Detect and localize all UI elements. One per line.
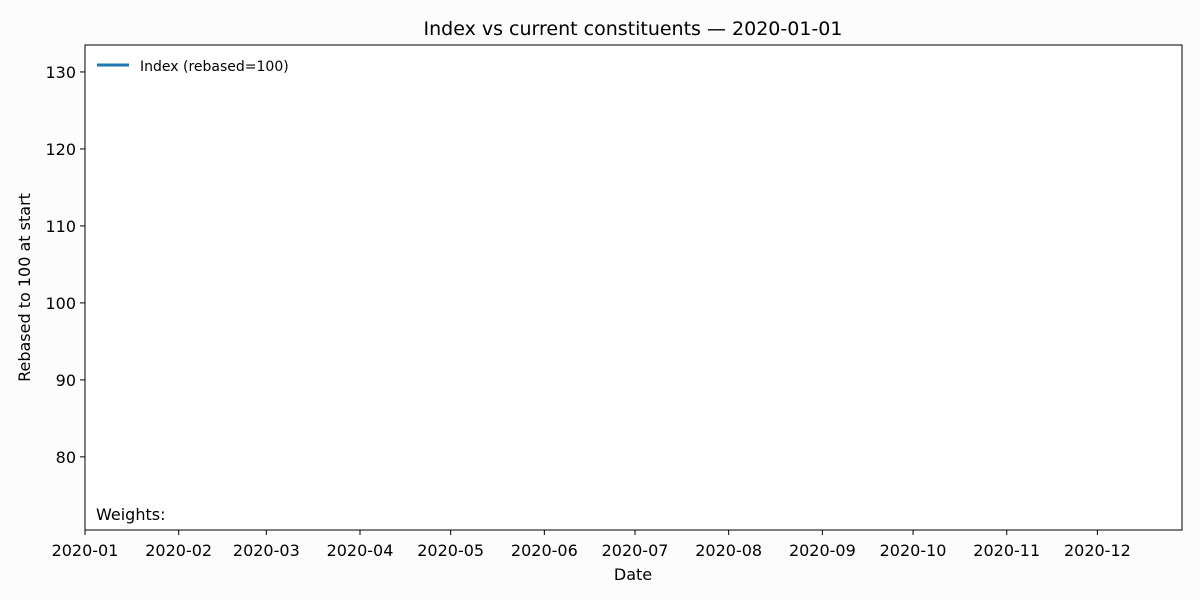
- legend-label-index: Index (rebased=100): [140, 59, 289, 75]
- x-tick-label: 2020-03: [233, 541, 300, 560]
- x-tick-label: 2020-10: [880, 541, 947, 560]
- y-tick-label: 120: [45, 140, 76, 159]
- x-tick-label: 2020-07: [602, 541, 669, 560]
- legend: Index (rebased=100): [97, 59, 289, 75]
- chart-title: Index vs current constituents — 2020-01-…: [424, 18, 843, 40]
- x-axis: 2020-01 2020-02 2020-03 2020-04 2020-05 2020-…: [52, 530, 1131, 560]
- x-tick-label: 2020-06: [511, 541, 578, 560]
- x-tick-label: 2020-12: [1064, 541, 1131, 560]
- x-tick-label: 2020-01: [52, 541, 119, 560]
- x-tick-label: 2020-11: [973, 541, 1040, 560]
- weights-annotation: Weights:: [96, 505, 165, 524]
- y-axis: 80 90 100 110 120 130: [45, 63, 85, 467]
- y-tick-label: 90: [56, 371, 76, 390]
- x-tick-label: 2020-04: [327, 541, 394, 560]
- y-tick-label: 100: [45, 294, 76, 313]
- x-tick-label: 2020-05: [417, 541, 484, 560]
- y-axis-label: Rebased to 100 at start: [15, 193, 34, 382]
- y-tick-label: 130: [45, 63, 76, 82]
- y-tick-label: 80: [56, 448, 76, 467]
- plot-area: [84, 44, 1183, 531]
- x-axis-label: Date: [614, 565, 652, 584]
- x-tick-label: 2020-08: [695, 541, 762, 560]
- x-tick-label: 2020-02: [145, 541, 212, 560]
- y-tick-label: 110: [45, 217, 76, 236]
- x-tick-label: 2020-09: [789, 541, 856, 560]
